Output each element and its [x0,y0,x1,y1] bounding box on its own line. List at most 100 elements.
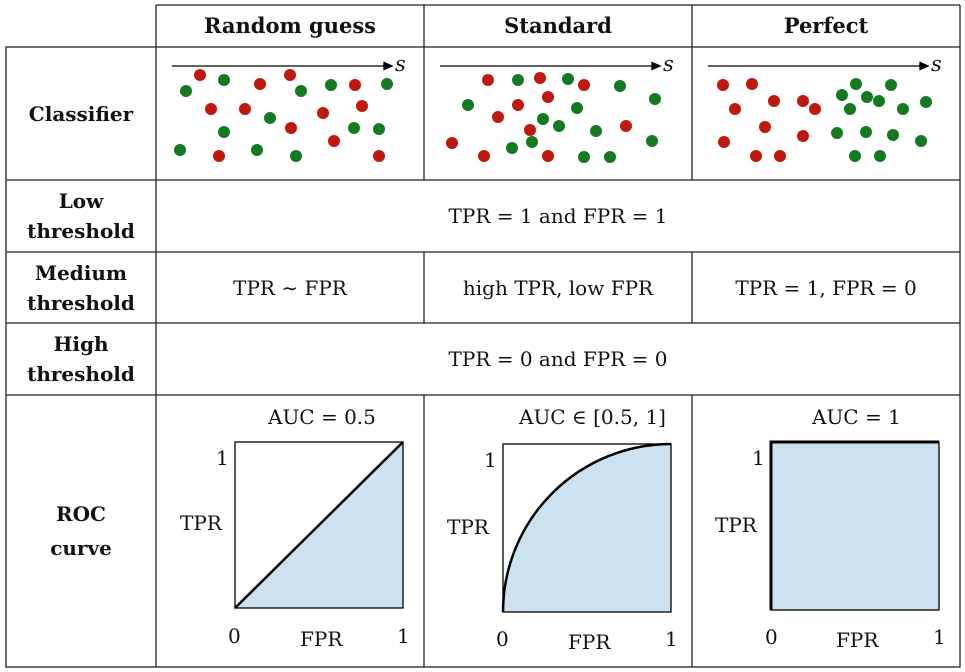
positive-dot [844,103,856,115]
positive-dot [562,73,574,85]
column-header-standard: Standard [504,13,612,38]
fpr-tick-one: 1 [397,624,410,648]
positive-dot [506,142,518,154]
negative-dot [759,121,771,133]
positive-dot [860,126,872,138]
negative-dot [542,91,554,103]
row-label-low-line1: Low [58,189,104,213]
positive-dot [578,151,590,163]
negative-dot [797,95,809,107]
negative-dot [194,69,206,81]
positive-dot [526,136,538,148]
row-label-high-line1: High [53,332,109,356]
positive-dot [861,91,873,103]
negative-dot [328,135,340,147]
row-label-roc: ROC curve [6,395,156,667]
positive-dot [920,96,932,108]
negative-dot [750,150,762,162]
positive-dot [295,85,307,97]
column-header-perfect: Perfect [783,13,869,38]
row-label-medium: Medium threshold [6,252,156,323]
positive-dot [381,78,393,90]
row-label-roc-line1: ROC [56,502,106,526]
row-label-medium-line1: Medium [34,260,128,285]
fpr-tick-zero: 0 [228,624,241,648]
positive-dot [897,103,909,115]
negative-dot [729,103,741,115]
negative-dot [317,107,329,119]
positive-dot [348,122,360,134]
positive-dot [174,144,186,156]
positive-dot [649,93,661,105]
negative-dot [356,100,368,112]
negative-dot [373,150,385,162]
negative-dot [478,150,490,162]
positive-dot [251,144,263,156]
positive-dot [915,135,927,147]
positive-dot [885,79,897,91]
negative-dot [768,95,780,107]
negative-dot [285,122,297,134]
roc-standard-plot [501,442,672,613]
high-threshold-text: TPR = 0 and FPR = 0 [448,347,668,371]
negative-dot [284,69,296,81]
negative-dot [578,79,590,91]
score-axis-arrows [172,61,930,71]
score-symbol: s [663,52,674,76]
row-label-medium-line2: threshold [27,290,135,315]
negative-dot [213,150,225,162]
positive-dot [831,127,843,139]
medium-threshold-random: TPR ∼ FPR [233,275,347,300]
auc-label-perfect: AUC = 1 [812,405,901,429]
positive-dot [646,135,658,147]
negative-dot [809,103,821,115]
score-symbol: s [395,52,406,76]
positive-dot [373,123,385,135]
fpr-axis-label: FPR [300,627,343,651]
row-label-high: High threshold [6,323,156,395]
negative-dot [524,124,536,136]
roc-random-plot [234,441,404,609]
medium-threshold-perfect: TPR = 1, FPR = 0 [735,275,917,300]
positive-dot [874,150,886,162]
tpr-tick-one: 1 [484,448,497,472]
roc-perfect-plot [769,440,940,611]
row-label-classifier: Classifier [28,101,134,126]
negative-dot [797,130,809,142]
classifier-dots [174,69,932,163]
negative-dot [239,103,251,115]
positive-dot [537,113,549,125]
negative-dot [774,150,786,162]
positive-dot [180,85,192,97]
tpr-tick-one: 1 [216,446,229,470]
positive-dot [614,80,626,92]
positive-dot [849,150,861,162]
positive-dot [887,129,899,141]
negative-dot [620,120,632,132]
negative-dot [446,137,458,149]
row-label-roc-line2: curve [50,536,112,560]
row-label-low: Low threshold [6,180,156,252]
fpr-tick-one: 1 [665,627,678,651]
column-header-random: Random guess [204,13,376,38]
medium-threshold-standard: high TPR, low FPR [462,275,654,300]
negative-dot [482,74,494,86]
tpr-axis-label: TPR [447,515,489,539]
positive-dot [462,99,474,111]
positive-dot [604,151,616,163]
row-label-low-line2: threshold [27,219,135,243]
score-symbol: s [931,52,942,76]
tpr-axis-label: TPR [715,513,757,537]
positive-dot [850,78,862,90]
fpr-axis-label: FPR [568,630,611,654]
positive-dot [873,95,885,107]
negative-dot [717,79,729,91]
fpr-tick-zero: 0 [496,627,509,651]
tpr-tick-one: 1 [752,446,765,470]
positive-dot [512,74,524,86]
negative-dot [534,72,546,84]
negative-dot [542,150,554,162]
row-label-high-line2: threshold [27,362,135,386]
tpr-axis-label: TPR [180,511,222,535]
positive-dot [836,89,848,101]
